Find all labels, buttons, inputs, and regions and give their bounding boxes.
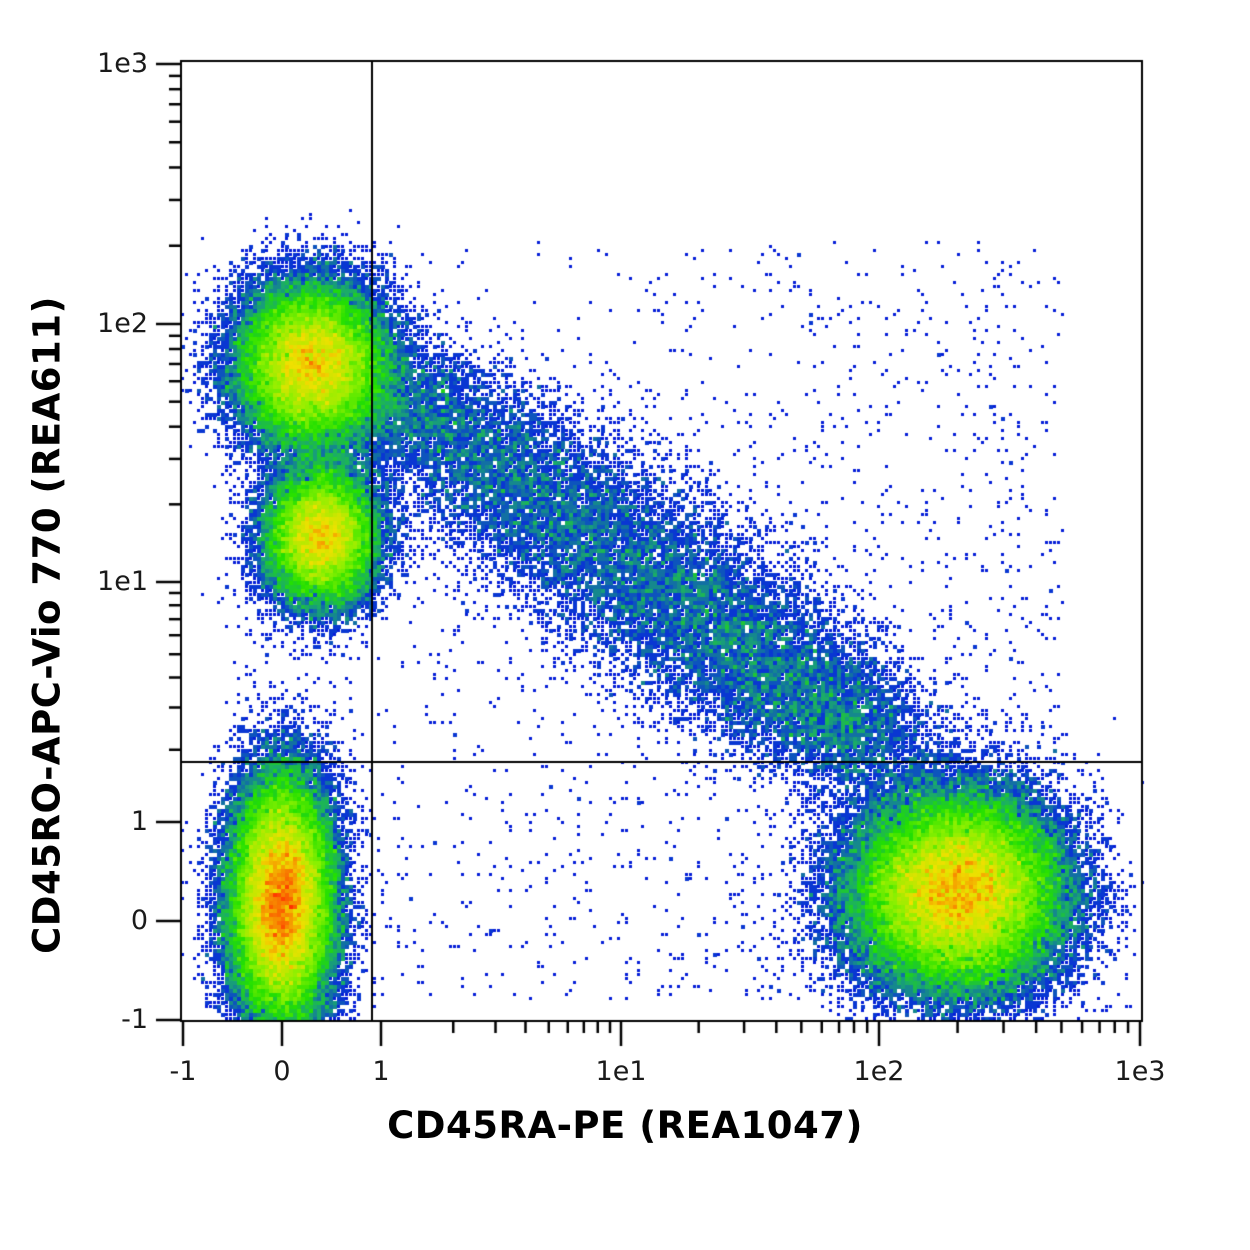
x-tick-label-1e1: 1e1	[595, 1056, 647, 1087]
y-tick-label-neg1: -1	[121, 1004, 148, 1035]
y-tick-label-1: 1	[130, 806, 148, 837]
y-tick-label-0: 0	[130, 905, 148, 936]
x-tick-label-1e3: 1e3	[1114, 1056, 1166, 1087]
x-tick-label-1: 1	[372, 1056, 390, 1087]
x-tick-label-1e2: 1e2	[853, 1056, 905, 1087]
y-tick-label-1e3: 1e3	[97, 48, 148, 79]
x-tick-label-0: 0	[273, 1056, 291, 1087]
y-tick-label-1e2: 1e2	[97, 308, 148, 339]
x-tick-label-neg1: -1	[169, 1056, 197, 1087]
y-axis-title: CD45RO-APC-Vio 770 (REA611)	[25, 296, 69, 954]
y-tick-label-1e1: 1e1	[97, 566, 148, 597]
x-axis-title: CD45RA-PE (REA1047)	[387, 1104, 863, 1147]
